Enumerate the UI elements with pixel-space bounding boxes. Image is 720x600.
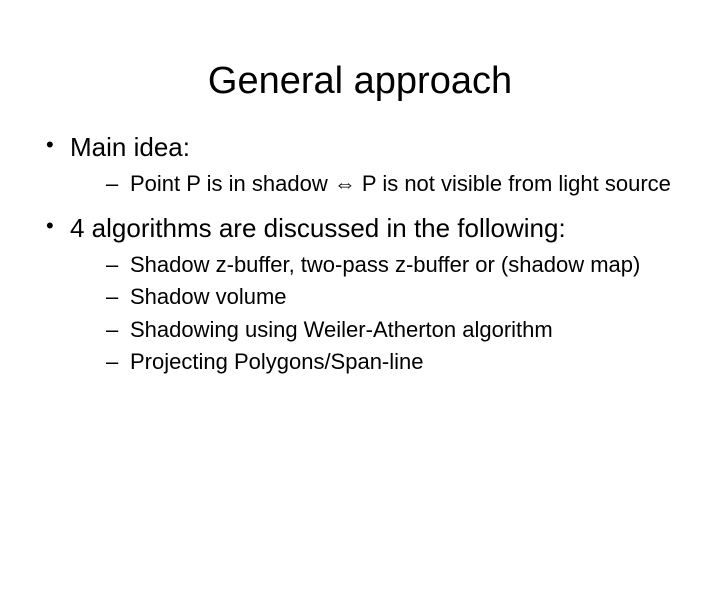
list-item: Shadow volume (106, 283, 680, 312)
list-item: Shadow z-buffer, two-pass z-buffer or (s… (106, 251, 680, 280)
list-item-text: Shadowing using Weiler-Atherton algorith… (130, 317, 553, 342)
list-item: Shadowing using Weiler-Atherton algorith… (106, 316, 680, 345)
sub-list: Point P is in shadow ⇔ P is not visible … (70, 170, 680, 199)
sub-list: Shadow z-buffer, two-pass z-buffer or (s… (70, 251, 680, 377)
slide-title: General approach (0, 60, 720, 103)
list-item-text: Point P is in shadow ⇔ P is not visible … (130, 171, 671, 196)
list-item-text: Projecting Polygons/Span-line (130, 349, 424, 374)
list-item: Main idea: Point P is in shadow ⇔ P is n… (40, 131, 680, 198)
list-item: 4 algorithms are discussed in the follow… (40, 212, 680, 377)
list-item-text: Shadow volume (130, 284, 287, 309)
list-item: Projecting Polygons/Span-line (106, 348, 680, 377)
slide: General approach Main idea: Point P is i… (0, 60, 720, 600)
bullet-list: Main idea: Point P is in shadow ⇔ P is n… (40, 131, 680, 377)
list-item-text: Main idea: (70, 132, 190, 162)
list-item-text: Shadow z-buffer, two-pass z-buffer or (s… (130, 252, 640, 277)
list-item-text: 4 algorithms are discussed in the follow… (70, 213, 566, 243)
list-item: Point P is in shadow ⇔ P is not visible … (106, 170, 680, 199)
